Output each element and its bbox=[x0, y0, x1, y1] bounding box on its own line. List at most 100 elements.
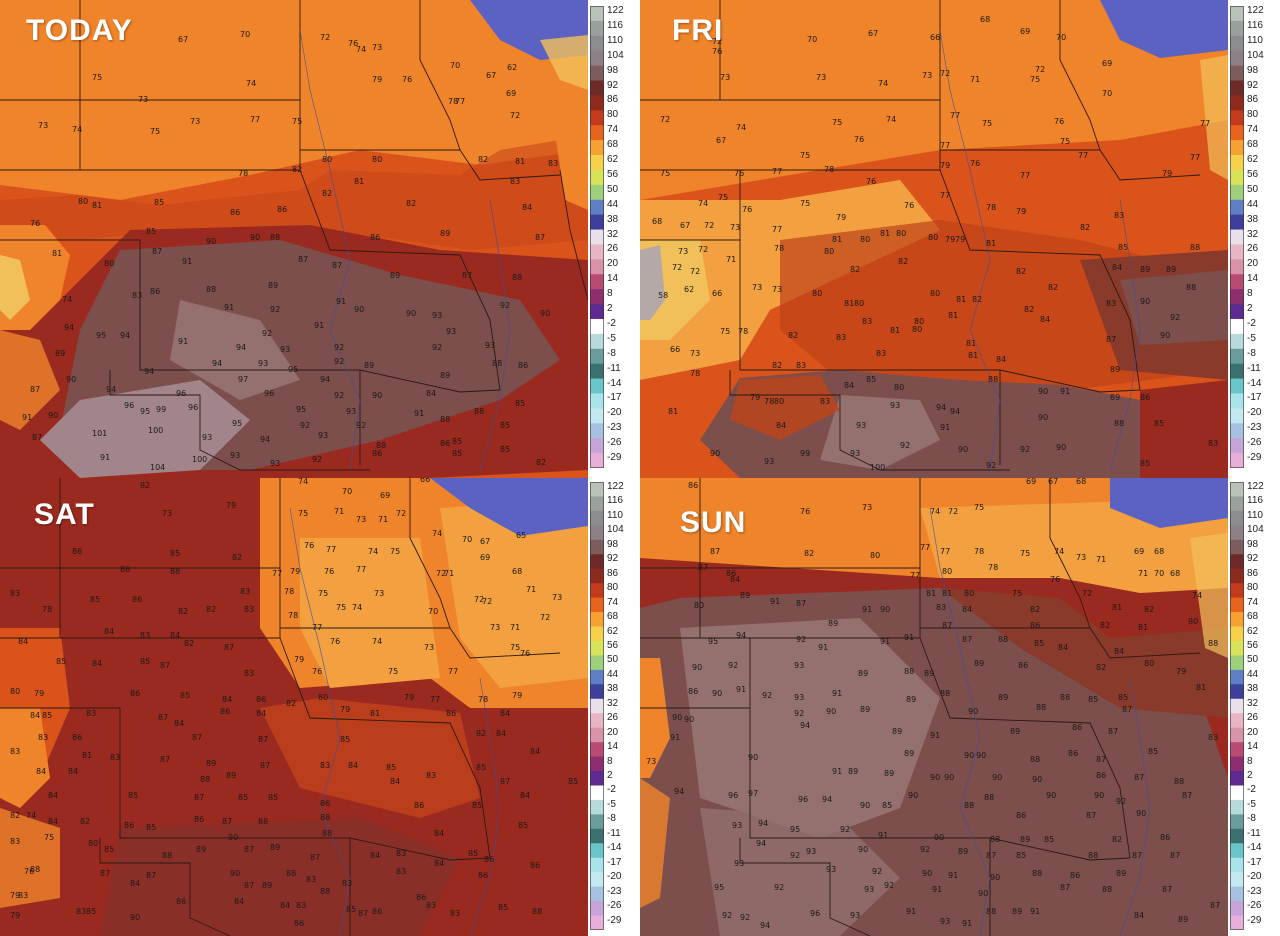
color-scale-tick: -26 bbox=[1247, 900, 1262, 912]
temperature-value: 88 bbox=[492, 359, 502, 368]
temperature-value: 85 bbox=[146, 823, 156, 832]
temperature-value: 81 bbox=[832, 235, 842, 244]
temperature-value: 96 bbox=[176, 389, 186, 398]
temperature-value: 89 bbox=[364, 361, 374, 370]
temperature-value: 92 bbox=[1116, 797, 1126, 806]
temperature-value: 83 bbox=[76, 907, 86, 916]
temperature-value: 80 bbox=[104, 259, 114, 268]
temperature-value: 75 bbox=[150, 127, 160, 136]
color-scale-tick: 98 bbox=[607, 538, 619, 550]
temperature-value: 89 bbox=[55, 349, 65, 358]
color-scale-tick: 50 bbox=[1247, 654, 1259, 666]
temperature-value: 88 bbox=[1114, 419, 1124, 428]
temperature-value: 93 bbox=[850, 911, 860, 920]
temperature-value: 89 bbox=[1116, 869, 1126, 878]
temperature-value: 82 bbox=[292, 165, 302, 174]
color-scale-tick: -23 bbox=[607, 885, 622, 897]
temperature-value: 84 bbox=[370, 851, 380, 860]
temperature-value: 80 bbox=[942, 567, 952, 576]
temperature-value: 88 bbox=[1186, 283, 1196, 292]
temperature-value: 88 bbox=[30, 865, 40, 874]
temperature-value: 79 bbox=[290, 567, 300, 576]
temperature-value: 76 bbox=[712, 47, 722, 56]
temperature-value: 89 bbox=[1010, 727, 1020, 736]
temperature-value: 76 bbox=[800, 507, 810, 516]
temperature-value: 87 bbox=[535, 233, 545, 242]
temperature-value: 70 bbox=[240, 30, 250, 39]
color-scale-tick: -17 bbox=[607, 392, 622, 404]
temperature-value: 78 bbox=[774, 244, 784, 253]
temperature-value: 88 bbox=[320, 813, 330, 822]
temperature-value: 85 bbox=[568, 777, 578, 786]
temperature-value: 88 bbox=[200, 775, 210, 784]
color-scale-tick: 62 bbox=[607, 154, 619, 166]
temperature-value: 92 bbox=[722, 911, 732, 920]
temperature-value: 80 bbox=[824, 247, 834, 256]
temperature-value: 70 bbox=[1154, 569, 1164, 578]
temperature-value: 82 bbox=[10, 811, 20, 820]
temperature-value: 85 bbox=[476, 763, 486, 772]
temperature-value: 79 bbox=[945, 235, 955, 244]
temperature-value: 79 bbox=[1162, 169, 1172, 178]
temperature-value: 85 bbox=[1140, 459, 1150, 468]
temperature-value: 91 bbox=[906, 907, 916, 916]
temperature-value: 90 bbox=[230, 869, 240, 878]
temperature-value: 88 bbox=[904, 667, 914, 676]
temperature-value: 87 bbox=[1132, 851, 1142, 860]
temperature-value: 73 bbox=[374, 589, 384, 598]
temperature-value: 74 bbox=[878, 79, 888, 88]
temperature-value: 94 bbox=[674, 787, 684, 796]
temperature-value: 85 bbox=[104, 845, 114, 854]
color-scale-tick: 38 bbox=[1247, 683, 1259, 695]
color-scale-tick: 20 bbox=[607, 726, 619, 738]
color-scale-tick: 122 bbox=[607, 481, 624, 492]
temperature-value: 72 bbox=[940, 69, 950, 78]
temperature-value: 71 bbox=[378, 515, 388, 524]
temperature-value: 89 bbox=[1110, 365, 1120, 374]
temperature-value: 93 bbox=[890, 401, 900, 410]
temperature-value: 70 bbox=[462, 535, 472, 544]
temperature-value: 96 bbox=[728, 791, 738, 800]
temperature-value: 94 bbox=[106, 385, 116, 394]
color-scale-bar bbox=[1230, 482, 1244, 930]
temperature-value: 77 bbox=[950, 111, 960, 120]
color-scale-tick: 86 bbox=[1247, 94, 1259, 106]
temperature-value: 80 bbox=[812, 289, 822, 298]
temperature-value: 92 bbox=[774, 883, 784, 892]
temperature-value: 77 bbox=[1078, 151, 1088, 160]
color-scale-tick: 44 bbox=[607, 668, 619, 680]
temperature-value: 85 bbox=[452, 449, 462, 458]
color-scale: 122 116 110 104 98 92 86 80 74 68 62 56 50 44 38 32 26 20… bbox=[590, 478, 640, 936]
temperature-value: 87 bbox=[1108, 727, 1118, 736]
color-scale: 122 116 110 104 98 92 86 80 74 68 62 56 50 44 38 32 26 20… bbox=[1230, 478, 1280, 936]
temperature-value: 88 bbox=[206, 285, 216, 294]
color-scale-tick: 80 bbox=[1247, 109, 1259, 121]
temperature-value: 77 bbox=[940, 141, 950, 150]
temperature-value: 81 bbox=[92, 201, 102, 210]
temperature-value: 82 bbox=[232, 553, 242, 562]
temperature-value: 91 bbox=[182, 257, 192, 266]
temperature-value: 83 bbox=[396, 849, 406, 858]
temperature-value: 84 bbox=[390, 777, 400, 786]
temperature-value: 74 bbox=[1192, 591, 1202, 600]
temperature-value: 80 bbox=[1188, 617, 1198, 626]
color-scale-tick: 20 bbox=[1247, 258, 1259, 270]
temperature-value: 83 bbox=[1208, 439, 1218, 448]
temperature-value: 83 bbox=[342, 879, 352, 888]
map-sun: 86 76 73 74 72 75 69 67 68 87 82 80 77 77 78 75 74 73 71 69… bbox=[640, 478, 1228, 936]
temperature-value: 85 bbox=[128, 791, 138, 800]
temperature-value: 100 bbox=[148, 426, 163, 435]
temperature-value: 72 bbox=[690, 267, 700, 276]
temperature-value: 84 bbox=[1134, 911, 1144, 920]
color-scale-tick: -26 bbox=[607, 900, 622, 912]
temperature-value: 84 bbox=[844, 381, 854, 390]
temperature-value: 87 bbox=[160, 661, 170, 670]
temperature-value: 90 bbox=[354, 305, 364, 314]
color-scale: 122 116 110 104 98 92 86 80 74 68 62 56 50 44 38 32 26 20… bbox=[590, 0, 640, 478]
temperature-value: 88 bbox=[990, 835, 1000, 844]
temperature-value: 85 bbox=[346, 905, 356, 914]
temperature-value: 77 bbox=[250, 115, 260, 124]
color-scale-tick: -14 bbox=[607, 842, 622, 854]
